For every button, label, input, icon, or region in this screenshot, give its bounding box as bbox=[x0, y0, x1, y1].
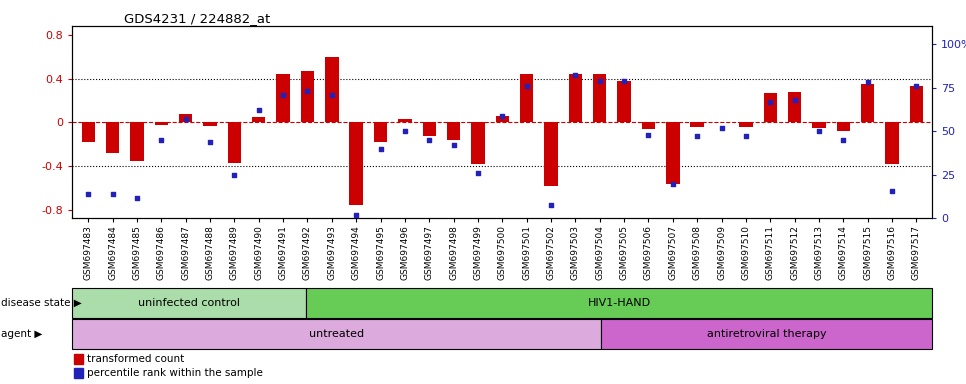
Bar bbox=[569, 74, 582, 122]
Point bbox=[616, 78, 632, 84]
Point bbox=[251, 107, 267, 113]
Text: GDS4231 / 224882_at: GDS4231 / 224882_at bbox=[124, 12, 270, 25]
Bar bbox=[447, 122, 461, 140]
Point bbox=[690, 133, 705, 139]
Bar bbox=[422, 122, 436, 136]
Point bbox=[275, 91, 291, 98]
Bar bbox=[837, 122, 850, 131]
Point bbox=[129, 194, 145, 200]
Bar bbox=[276, 74, 290, 122]
Bar bbox=[204, 122, 216, 126]
Bar bbox=[179, 114, 192, 122]
Point bbox=[154, 137, 169, 143]
Point bbox=[909, 83, 924, 89]
Point bbox=[202, 139, 217, 145]
Text: antiretroviral therapy: antiretroviral therapy bbox=[706, 329, 826, 339]
Point bbox=[349, 212, 364, 218]
Text: agent ▶: agent ▶ bbox=[1, 329, 43, 339]
Point bbox=[592, 78, 608, 84]
Bar bbox=[74, 354, 83, 364]
Point bbox=[495, 113, 510, 119]
Bar bbox=[228, 122, 242, 163]
Bar bbox=[861, 84, 874, 122]
Point bbox=[446, 142, 462, 148]
Bar bbox=[910, 86, 923, 122]
Bar bbox=[739, 122, 753, 127]
Bar bbox=[130, 122, 144, 161]
Bar bbox=[398, 119, 412, 122]
Text: uninfected control: uninfected control bbox=[138, 298, 241, 308]
Bar bbox=[81, 122, 95, 142]
Bar bbox=[885, 122, 898, 164]
Point bbox=[860, 79, 875, 85]
Bar bbox=[374, 122, 387, 142]
Point bbox=[787, 97, 803, 103]
Bar bbox=[788, 92, 801, 122]
Point bbox=[227, 172, 242, 178]
Bar bbox=[763, 93, 777, 122]
Point bbox=[714, 125, 729, 131]
Bar bbox=[74, 368, 83, 378]
Point bbox=[105, 191, 121, 197]
Point bbox=[325, 91, 340, 98]
Point bbox=[836, 137, 851, 143]
Point bbox=[421, 137, 437, 143]
Point bbox=[884, 187, 899, 194]
Bar bbox=[306, 288, 932, 318]
Point bbox=[568, 72, 583, 78]
Bar bbox=[812, 122, 826, 128]
Bar bbox=[617, 81, 631, 122]
Text: HIV1-HAND: HIV1-HAND bbox=[587, 298, 650, 308]
Bar bbox=[544, 122, 557, 186]
Text: disease state ▶: disease state ▶ bbox=[1, 298, 82, 308]
Point bbox=[665, 180, 680, 187]
Point bbox=[470, 170, 486, 176]
Point bbox=[519, 83, 534, 89]
Bar bbox=[601, 319, 932, 349]
Point bbox=[811, 128, 827, 134]
Point bbox=[299, 88, 315, 94]
Bar bbox=[593, 74, 607, 122]
Point bbox=[640, 132, 656, 138]
Text: untreated: untreated bbox=[309, 329, 364, 339]
Bar bbox=[350, 122, 363, 205]
Bar bbox=[667, 122, 679, 184]
Point bbox=[80, 191, 96, 197]
Point bbox=[178, 116, 193, 122]
Bar bbox=[106, 122, 120, 153]
Bar bbox=[326, 57, 338, 122]
Text: percentile rank within the sample: percentile rank within the sample bbox=[88, 368, 264, 378]
Bar bbox=[691, 122, 704, 127]
Bar bbox=[72, 319, 601, 349]
Bar bbox=[252, 117, 266, 122]
Bar bbox=[471, 122, 485, 164]
Point bbox=[543, 202, 558, 208]
Point bbox=[397, 128, 412, 134]
Bar bbox=[72, 288, 306, 318]
Bar bbox=[496, 116, 509, 122]
Bar bbox=[641, 122, 655, 129]
Bar bbox=[300, 71, 314, 122]
Point bbox=[373, 146, 388, 152]
Point bbox=[762, 98, 778, 104]
Text: transformed count: transformed count bbox=[88, 354, 185, 364]
Point bbox=[738, 133, 753, 139]
Bar bbox=[520, 74, 533, 122]
Bar bbox=[155, 122, 168, 125]
